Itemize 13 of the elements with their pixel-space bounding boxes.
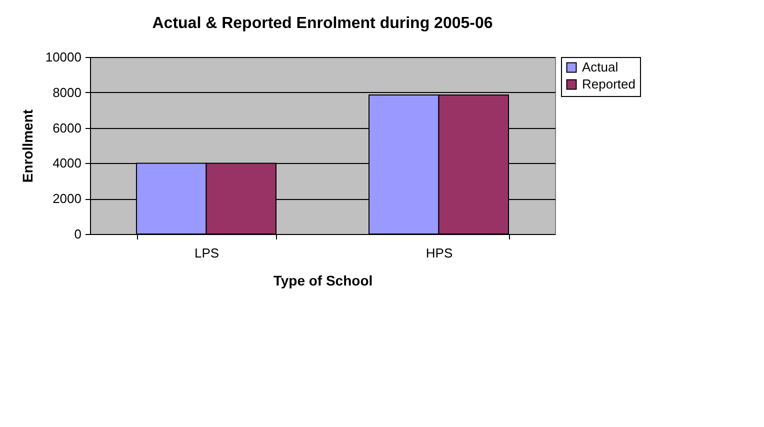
x-tick-label: LPS bbox=[194, 246, 220, 260]
legend-label: Reported bbox=[582, 76, 636, 92]
y-tick-label: 4000 bbox=[52, 156, 82, 171]
y-tick-label: 10000 bbox=[45, 50, 82, 64]
x-axis-title: Type of School bbox=[273, 272, 373, 288]
y-tick-label: 8000 bbox=[52, 84, 82, 100]
y-tick-label: 6000 bbox=[52, 120, 82, 136]
legend-label: Actual bbox=[582, 60, 618, 74]
x-tick-label: HPS bbox=[426, 246, 453, 260]
y-tick-label: 2000 bbox=[52, 191, 82, 206]
y-tick-label: 0 bbox=[74, 226, 82, 242]
chart-title: Actual & Reported Enrolment during 2005-06 bbox=[152, 15, 493, 32]
y-axis-title: Enrollment bbox=[19, 109, 36, 183]
